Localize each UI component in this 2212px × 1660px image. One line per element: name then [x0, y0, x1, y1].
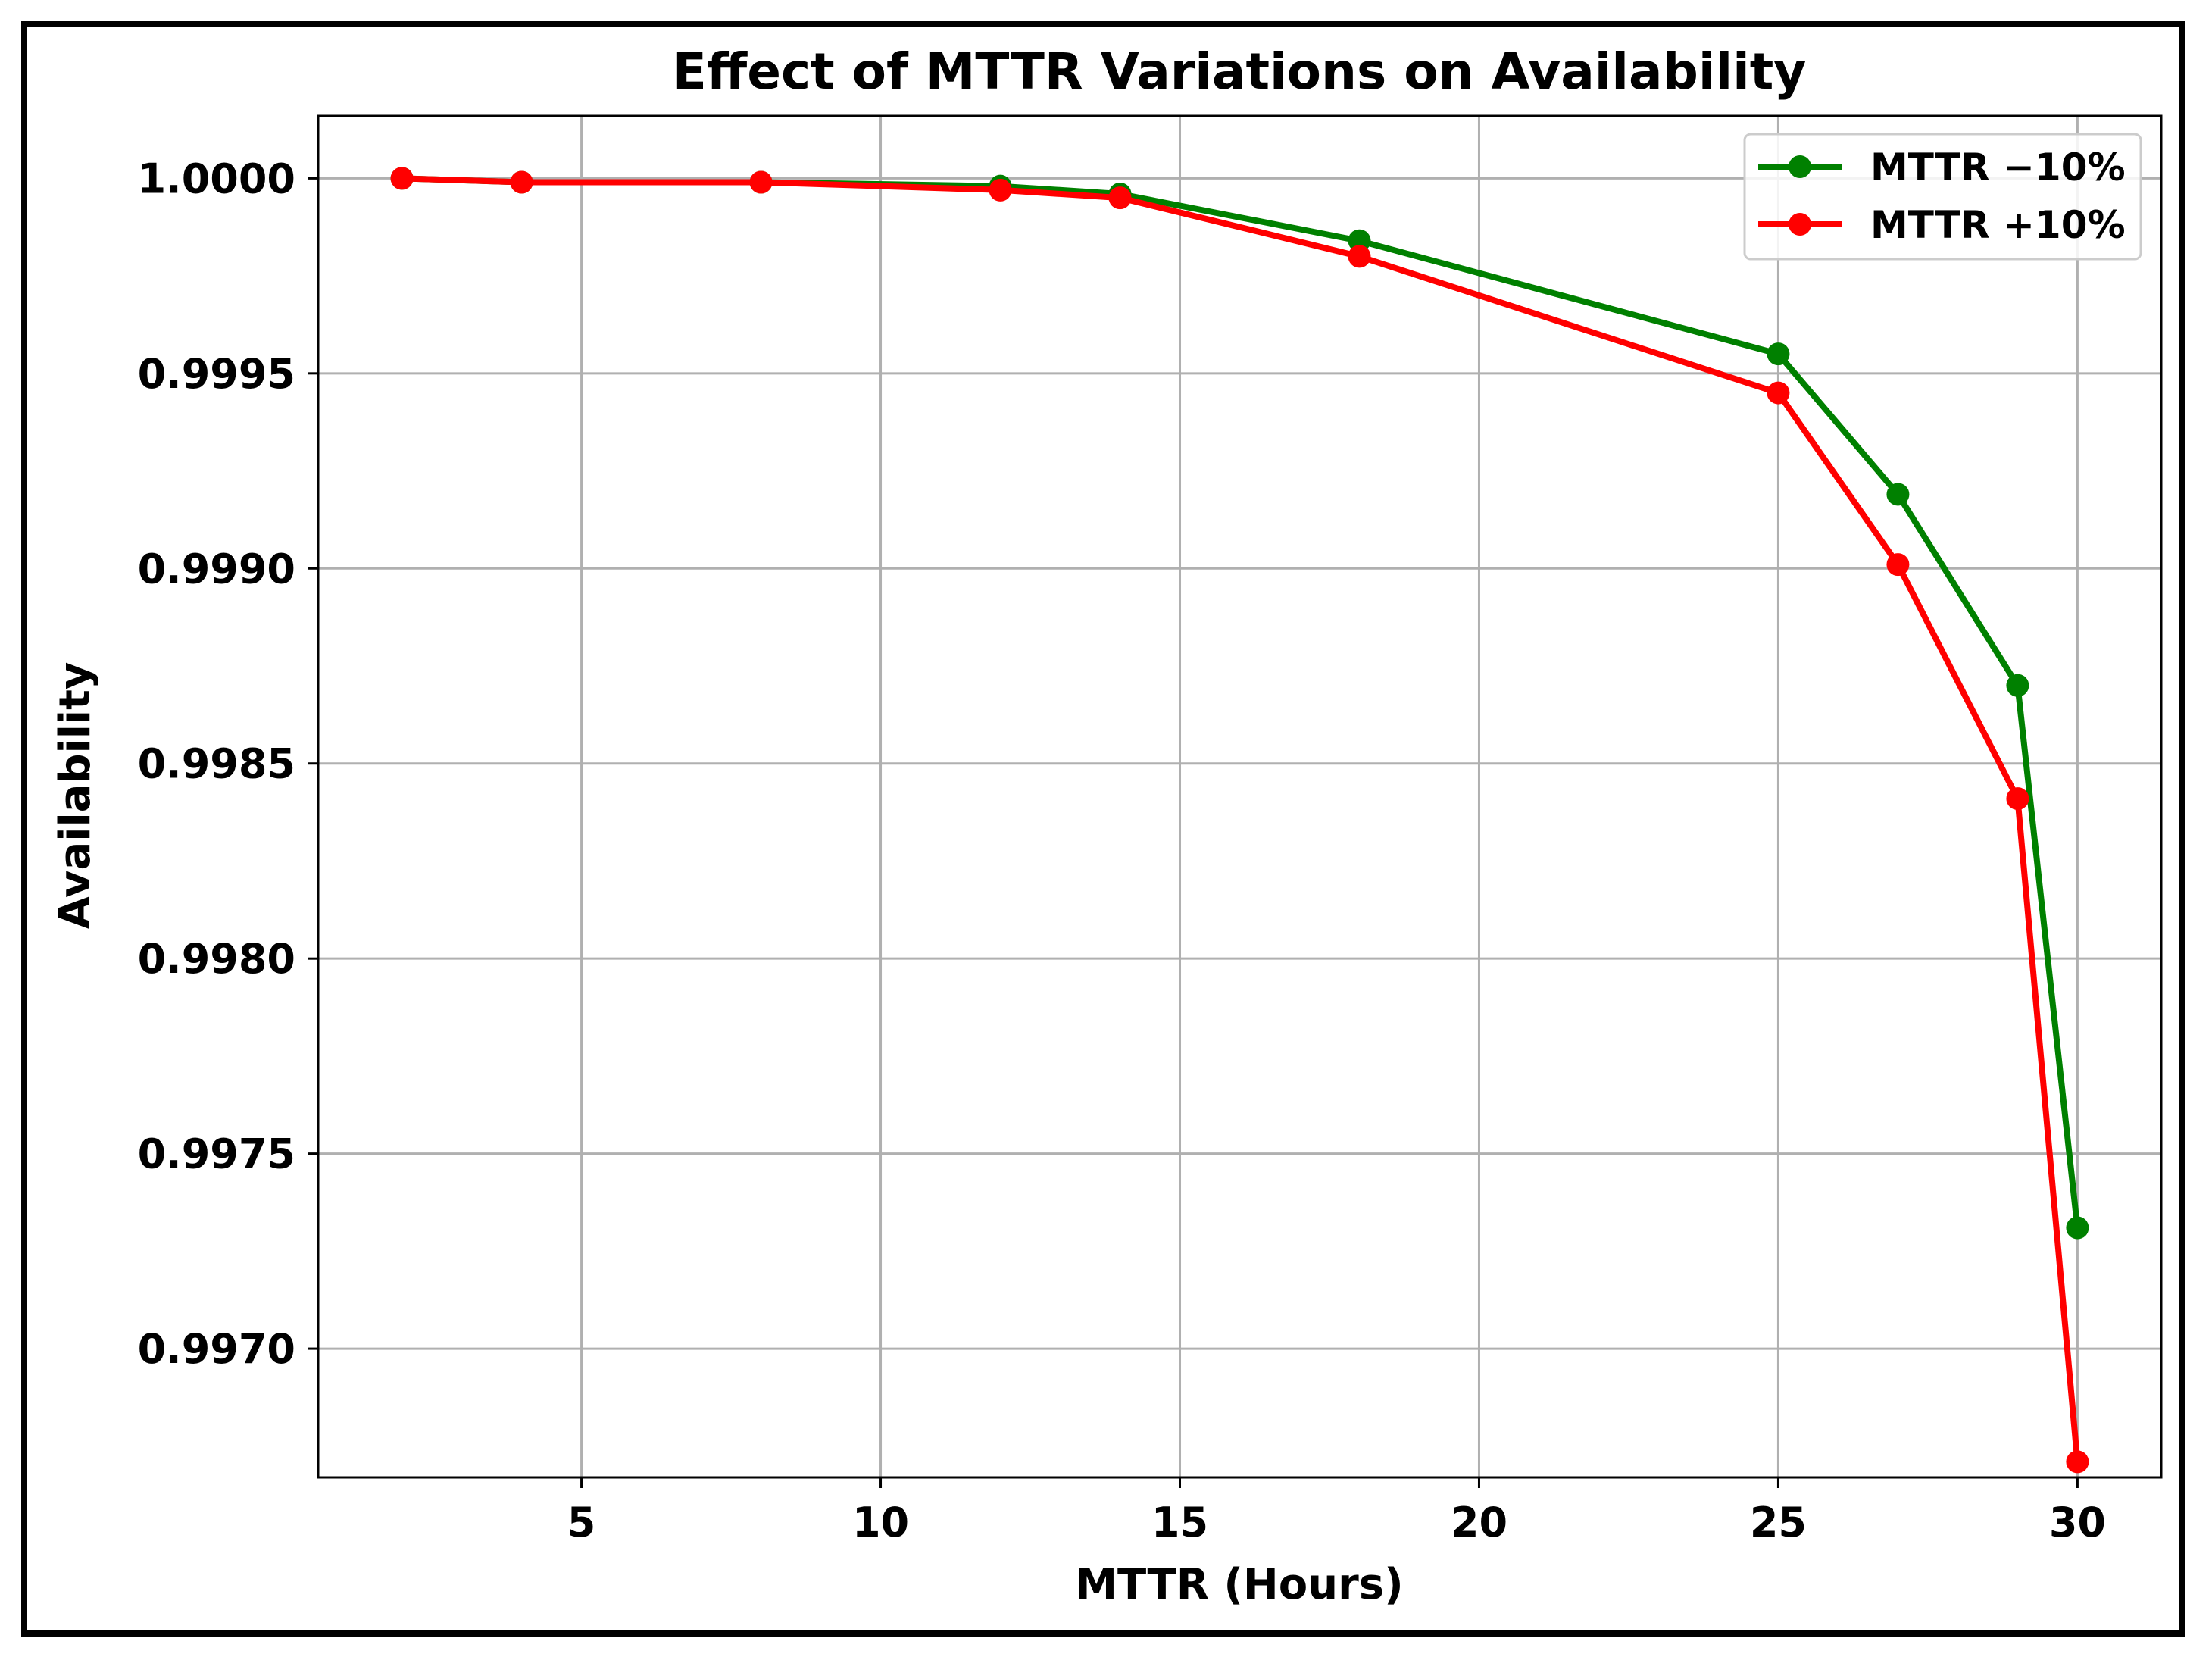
- y-tick-label: 0.9985: [138, 740, 295, 788]
- x-axis-label: MTTR (Hours): [1075, 1560, 1403, 1609]
- data-point: [510, 170, 533, 194]
- data-point: [2066, 1450, 2089, 1474]
- legend-label: MTTR +10%: [1870, 203, 2126, 247]
- data-point: [2066, 1216, 2089, 1240]
- x-tick-label: 25: [1750, 1499, 1807, 1546]
- data-point: [1886, 553, 1910, 577]
- data-point: [1886, 483, 1910, 506]
- y-tick-label: 0.9980: [138, 935, 295, 983]
- legend: MTTR −10% MTTR +10%: [1743, 133, 2142, 261]
- y-tick-label: 0.9990: [138, 545, 295, 592]
- series-layer: [390, 167, 2089, 1474]
- x-tick-label: 10: [852, 1499, 909, 1546]
- x-tick-label: 30: [2049, 1499, 2106, 1546]
- data-point: [1348, 229, 1371, 252]
- data-point: [390, 167, 414, 190]
- x-tick-label: 20: [1451, 1499, 1507, 1546]
- data-point: [1348, 245, 1371, 268]
- figure-frame: [21, 21, 2185, 1637]
- series-line: [401, 175, 2081, 1228]
- series-line: [401, 175, 2081, 1462]
- chart-title: Effect of MTTR Variations on Availabilit…: [673, 42, 1807, 101]
- y-tick-label: 0.9995: [138, 350, 295, 398]
- data-point: [1767, 342, 1790, 366]
- data-point: [749, 170, 773, 194]
- series-mttr-minus-10: [390, 167, 2089, 1240]
- legend-marker: [1789, 155, 1811, 178]
- y-tick-label: 1.0000: [138, 155, 295, 202]
- x-axis: 5 10 15 20 25 30: [567, 1477, 2106, 1546]
- y-axis: 0.9970 0.9975 0.9980 0.9985 0.9990 0.9995 1.00…: [138, 155, 318, 1373]
- x-tick-label: 15: [1151, 1499, 1208, 1546]
- legend-label: MTTR −10%: [1870, 145, 2126, 189]
- y-axis-label: Availability: [51, 662, 100, 930]
- data-point: [1108, 186, 1132, 210]
- legend-box: [1743, 133, 2142, 261]
- y-tick-label: 0.9975: [138, 1130, 295, 1178]
- data-point: [2006, 674, 2029, 697]
- data-point: [2006, 787, 2029, 811]
- grid-lines: [318, 116, 2161, 1477]
- series-mttr-plus-10: [390, 167, 2089, 1474]
- data-point: [1767, 381, 1790, 405]
- plot-area: [317, 114, 2163, 1479]
- legend-marker: [1789, 213, 1811, 236]
- y-tick-label: 0.9970: [138, 1325, 295, 1373]
- data-point: [989, 178, 1012, 202]
- x-tick-label: 5: [567, 1499, 596, 1546]
